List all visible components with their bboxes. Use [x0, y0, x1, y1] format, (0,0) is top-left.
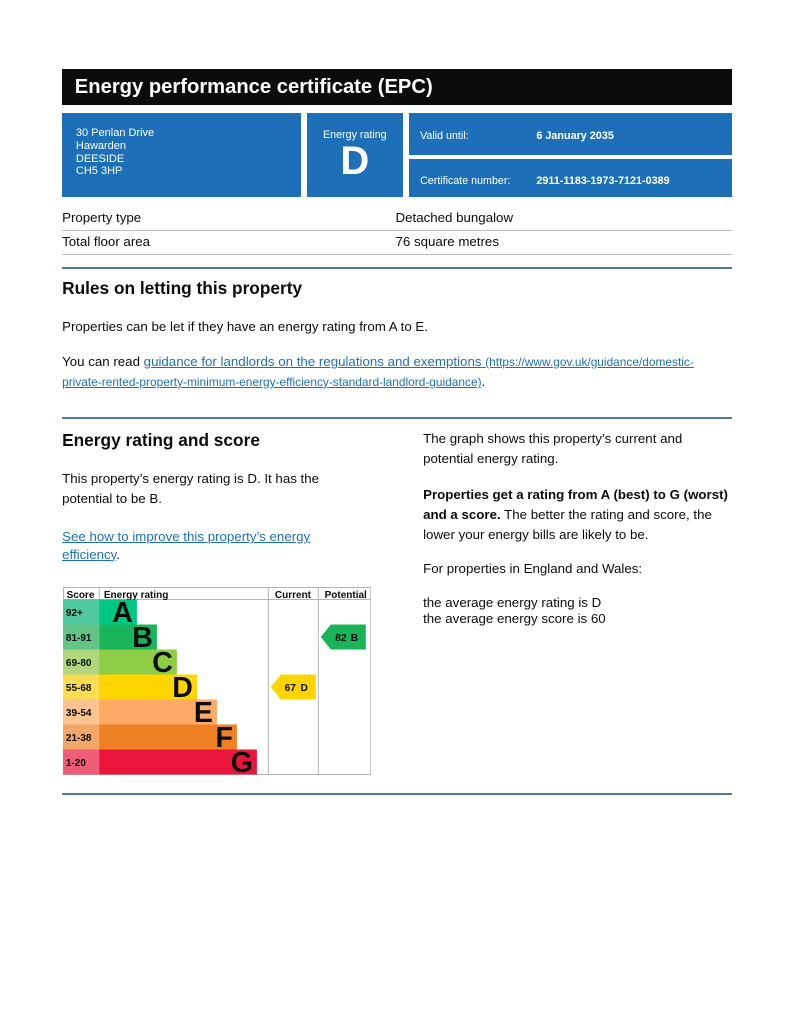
- svg-text:E: E: [193, 697, 212, 729]
- svg-text:39-54: 39-54: [65, 708, 91, 719]
- svg-text:D: D: [300, 683, 307, 694]
- svg-text:Energy rating: Energy rating: [103, 590, 167, 601]
- svg-text:1-20: 1-20: [65, 758, 85, 769]
- svg-text:G: G: [230, 747, 252, 776]
- svg-text:Score: Score: [66, 590, 94, 601]
- svg-text:21-38: 21-38: [65, 733, 91, 744]
- svg-text:Current: Current: [274, 590, 311, 601]
- svg-text:81-91: 81-91: [65, 633, 91, 644]
- svg-text:69-80: 69-80: [65, 658, 91, 669]
- svg-text:Potential: Potential: [324, 590, 366, 601]
- svg-text:D: D: [172, 672, 193, 704]
- svg-text:82: 82: [335, 633, 347, 644]
- svg-text:A: A: [112, 597, 133, 629]
- svg-text:B: B: [350, 633, 357, 644]
- svg-text:67: 67: [284, 683, 296, 694]
- svg-text:B: B: [132, 622, 153, 654]
- svg-text:55-68: 55-68: [65, 683, 91, 694]
- svg-text:92+: 92+: [65, 608, 82, 619]
- svg-text:C: C: [152, 647, 173, 679]
- svg-text:F: F: [215, 722, 232, 754]
